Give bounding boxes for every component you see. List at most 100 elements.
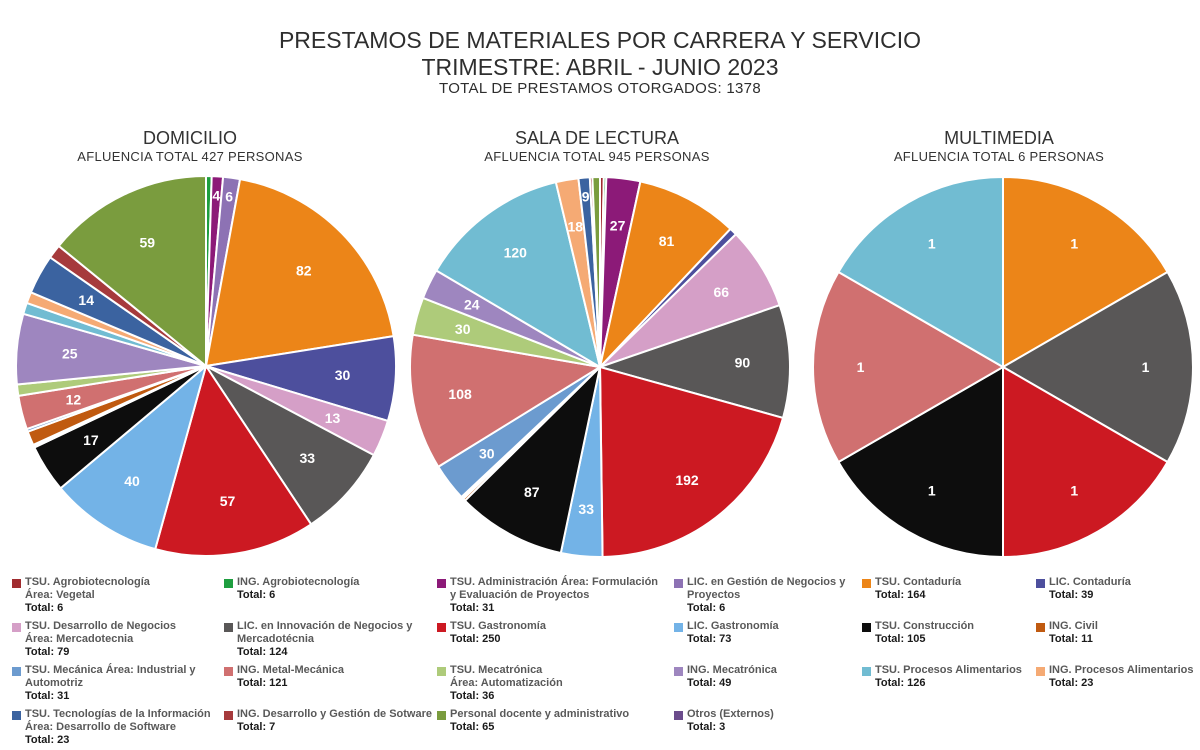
legend-label: ING. Mecatrónica — [687, 664, 777, 676]
legend-total: Total: 121 — [237, 677, 288, 689]
legend-total: Total: 3 — [687, 721, 726, 733]
pie-slice-domicilio-6 — [205, 365, 375, 526]
legend-text: LIC. Contaduría Total: 39 — [1049, 576, 1199, 602]
legend-total: Total: 6 — [237, 589, 276, 601]
pie-data-label-domicilio-20: 59 — [140, 234, 156, 250]
legend-total: Total: 23 — [1049, 677, 1094, 689]
pie-data-label-sala-de-lectura-8: 33 — [578, 501, 594, 517]
legend-label: TSU. Mecatrónica Área: Automatización — [450, 664, 563, 689]
legend-total: Total: 6 — [687, 602, 726, 614]
legend-label: Otros (Externos) — [687, 708, 774, 720]
pie-slice-multimedia-3 — [837, 366, 1004, 558]
legend-swatch — [1036, 579, 1045, 588]
pie-data-label-domicilio-4: 30 — [335, 367, 351, 383]
pie-data-label-sala-de-lectura-2: 27 — [610, 218, 626, 234]
legend-label: TSU. Tecnologías de la Información Área:… — [25, 708, 211, 733]
legend-total: Total: 65 — [450, 721, 495, 733]
pie-slice-multimedia-4 — [812, 271, 1004, 463]
pie-slice-domicilio-3 — [205, 178, 395, 367]
legend-total: Total: 39 — [1049, 589, 1094, 601]
pie-slice-sala-de-lectura-3 — [599, 180, 732, 368]
pie-data-label-domicilio-1: 4 — [212, 187, 220, 203]
pie-data-label-sala-de-lectura-5: 66 — [714, 284, 730, 300]
legend-total: Total: 23 — [25, 734, 70, 746]
legend-swatch — [437, 711, 446, 720]
legend-swatch — [674, 711, 683, 720]
legend-total: Total: 124 — [237, 646, 288, 658]
pie-slice-sala-de-lectura-16 — [435, 181, 601, 368]
pie-data-label-sala-de-lectura-16: 120 — [504, 244, 528, 260]
legend-swatch — [224, 623, 233, 632]
legend-text: ING. Agrobiotecnología Total: 6 — [237, 576, 457, 602]
pie-data-label-sala-de-lectura-9: 87 — [524, 484, 540, 500]
pie-data-label-multimedia-1: 1 — [1142, 359, 1150, 375]
pie-data-label-domicilio-13: 12 — [66, 392, 82, 408]
legend-text: TSU. Procesos Alimentarios Total: 126 — [875, 664, 1045, 690]
pie-charts: 4 6 82 30 13 33 57 40 17 12 25 14 59 27 81 66 90 192 33 87 3… — [15, 175, 1194, 558]
pie-data-label-domicilio-15: 25 — [62, 346, 78, 362]
legend-text: TSU. Construcción Total: 105 — [875, 620, 1045, 646]
legend-label: TSU. Mecánica Área: Industrial y Automot… — [25, 664, 196, 689]
pie-data-label-domicilio-2: 6 — [225, 189, 233, 205]
legend-total: Total: 250 — [450, 633, 501, 645]
legend-text: TSU. Gastronomía Total: 250 — [450, 620, 670, 646]
legend-swatch — [862, 667, 871, 676]
legend-label: TSU. Desarrollo de Negocios Área: Mercad… — [25, 620, 176, 645]
legend-swatch — [862, 579, 871, 588]
legend-swatch — [674, 623, 683, 632]
pie-subtitle-sala-de-lectura: AFLUENCIA TOTAL 945 PERSONAS — [484, 149, 710, 164]
pie-header-multimedia: MULTIMEDIA AFLUENCIA TOTAL 6 PERSONAS — [809, 127, 1189, 164]
pie-header-domicilio: DOMICILIO AFLUENCIA TOTAL 427 PERSONAS — [0, 127, 380, 164]
legend-text: LIC. en Gestión de Negocios y Proyectos T… — [687, 576, 907, 615]
legend-text: ING. Metal-Mecánica Total: 121 — [237, 664, 457, 690]
legend-label: ING. Civil — [1049, 620, 1098, 632]
legend-text: TSU. Desarrollo de Negocios Área: Mercad… — [25, 620, 245, 659]
legend-total: Total: 73 — [687, 633, 732, 645]
legend-text: TSU. Contaduría Total: 164 — [875, 576, 1045, 602]
pie-slice-domicilio-20 — [57, 175, 207, 367]
legend-total: Total: 36 — [450, 690, 495, 702]
pie-data-label-sala-de-lectura-17: 18 — [568, 219, 584, 235]
legend-label: LIC. en Innovación de Negocios y Mercado… — [237, 620, 413, 645]
pie-data-label-domicilio-9: 17 — [83, 432, 99, 448]
legend-total: Total: 11 — [1049, 633, 1093, 645]
pie-data-label-sala-de-lectura-18: 9 — [582, 189, 590, 205]
legend-text: ING. Desarrollo y Gestión de Sotware Tota… — [237, 708, 457, 734]
legend-text: ING. Civil Total: 11 — [1049, 620, 1199, 646]
pie-data-label-sala-de-lectura-15: 24 — [464, 297, 480, 313]
main-title: PRESTAMOS DE MATERIALES POR CARRERA Y SE… — [278, 27, 922, 53]
legend-total: Total: 164 — [875, 589, 926, 601]
legend-text: TSU. Administración Área: Formulación y … — [450, 576, 670, 615]
pie-header-sala-de-lectura: SALA DE LECTURA AFLUENCIA TOTAL 945 PERS… — [407, 127, 787, 164]
legend-swatch — [12, 667, 21, 676]
legend-swatch — [674, 579, 683, 588]
pie-subtitle-multimedia: AFLUENCIA TOTAL 6 PERSONAS — [893, 149, 1105, 164]
legend-text: TSU. Mecánica Área: Industrial y Automot… — [25, 664, 245, 703]
legend-label: TSU. Agrobiotecnología Área: Vegetal — [25, 576, 150, 601]
legend-label: TSU. Contaduría — [875, 576, 962, 588]
pie-slice-sala-de-lectura-7 — [599, 366, 785, 558]
pie-title-domicilio: DOMICILIO — [142, 128, 237, 148]
pie-data-label-domicilio-7: 57 — [220, 493, 236, 509]
legend-total: Total: 49 — [687, 677, 732, 689]
legend-label: LIC. Contaduría — [1049, 576, 1131, 588]
legend-swatch — [224, 579, 233, 588]
legend: TSU. Agrobiotecnología Área: Vegetal Tota… — [0, 572, 1200, 750]
pie-data-label-domicilio-5: 13 — [325, 410, 341, 426]
pie-slice-multimedia-2 — [1002, 366, 1169, 558]
pie-data-label-multimedia-0: 1 — [1070, 236, 1078, 252]
legend-swatch — [437, 667, 446, 676]
legend-swatch — [12, 711, 21, 720]
legend-total: Total: 126 — [875, 677, 926, 689]
pie-slice-domicilio-7 — [154, 365, 313, 557]
legend-swatch — [437, 623, 446, 632]
total-loans-subtitle: TOTAL DE PRESTAMOS OTORGADOS: 1378 — [439, 80, 761, 97]
pie-title-multimedia: MULTIMEDIA — [944, 128, 1054, 148]
legend-swatch — [12, 623, 21, 632]
legend-text: ING. Procesos Alimentarios Total: 23 — [1049, 664, 1199, 690]
pie-slice-sala-de-lectura-13 — [409, 333, 601, 468]
pie-data-label-sala-de-lectura-7: 192 — [675, 472, 699, 488]
legend-label: ING. Procesos Alimentarios — [1049, 664, 1194, 676]
chart-title-block: PRESTAMOS DE MATERIALES POR CARRERA Y SE… — [0, 26, 1200, 97]
pie-data-label-domicilio-8: 40 — [124, 473, 140, 489]
